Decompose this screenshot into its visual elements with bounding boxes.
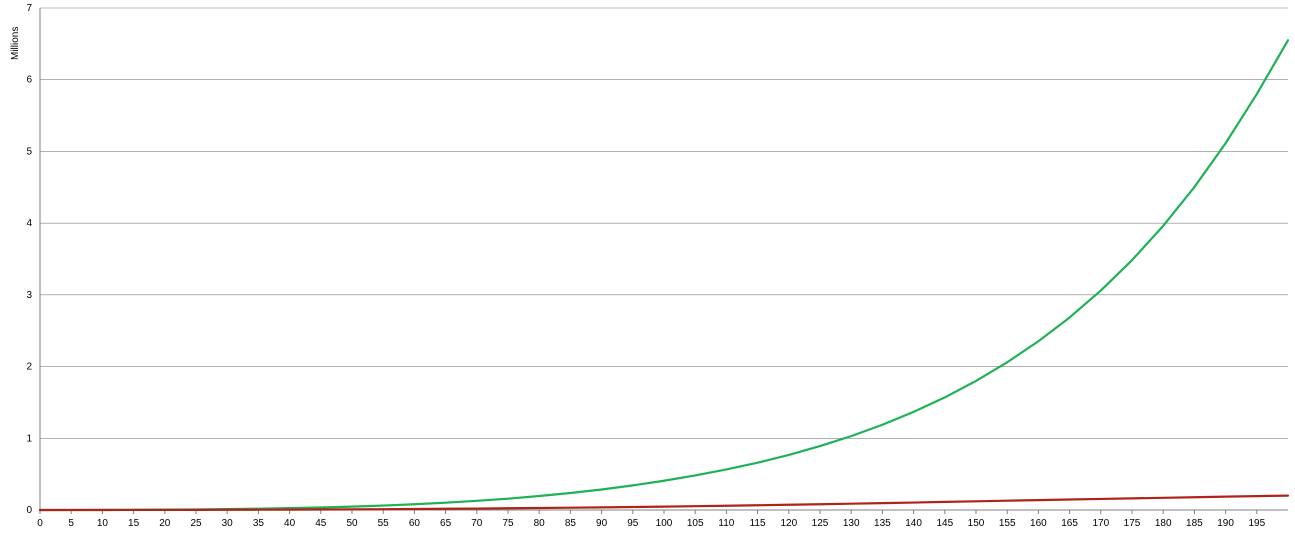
chart-bg [0, 0, 1295, 535]
x-tick-label: 195 [1248, 518, 1265, 529]
x-tick-label: 90 [596, 518, 608, 529]
x-tick-label: 45 [315, 518, 327, 529]
x-tick-label: 100 [656, 518, 673, 529]
x-tick-label: 95 [627, 518, 639, 529]
x-tick-label: 185 [1186, 518, 1203, 529]
x-tick-label: 65 [440, 518, 452, 529]
x-tick-label: 155 [999, 518, 1016, 529]
x-tick-label: 140 [905, 518, 922, 529]
x-tick-label: 120 [780, 518, 797, 529]
x-tick-label: 170 [1092, 518, 1109, 529]
x-tick-label: 80 [534, 518, 546, 529]
y-tick-label: 5 [26, 146, 32, 157]
x-tick-label: 150 [968, 518, 985, 529]
x-tick-label: 35 [253, 518, 265, 529]
x-tick-label: 60 [409, 518, 421, 529]
x-tick-label: 15 [128, 518, 140, 529]
line-chart: 0123456705101520253035404550556065707580… [0, 0, 1295, 535]
x-tick-label: 50 [346, 518, 358, 529]
x-tick-label: 5 [68, 518, 74, 529]
x-tick-label: 115 [750, 518, 766, 529]
y-tick-label: 3 [26, 290, 32, 301]
chart-container: Millions 0123456705101520253035404550556… [0, 0, 1295, 535]
y-tick-label: 1 [26, 433, 32, 444]
x-tick-label: 180 [1155, 518, 1172, 529]
x-tick-label: 165 [1061, 518, 1078, 529]
x-tick-label: 135 [874, 518, 891, 529]
x-tick-label: 70 [471, 518, 483, 529]
x-tick-label: 40 [284, 518, 296, 529]
x-tick-label: 30 [222, 518, 234, 529]
y-tick-label: 7 [26, 3, 32, 14]
x-tick-label: 55 [378, 518, 390, 529]
x-tick-label: 145 [936, 518, 953, 529]
x-tick-label: 0 [37, 518, 43, 529]
x-tick-label: 190 [1217, 518, 1234, 529]
x-tick-label: 110 [718, 518, 734, 529]
y-axis-title: Millions [10, 27, 21, 60]
x-tick-label: 85 [565, 518, 577, 529]
y-tick-label: 6 [26, 75, 32, 86]
x-tick-label: 130 [843, 518, 860, 529]
x-tick-label: 105 [687, 518, 704, 529]
y-tick-label: 0 [26, 505, 32, 516]
x-tick-label: 10 [97, 518, 109, 529]
x-tick-label: 20 [159, 518, 171, 529]
x-tick-label: 175 [1124, 518, 1141, 529]
x-tick-label: 25 [190, 518, 202, 529]
y-tick-label: 4 [26, 218, 32, 229]
x-tick-label: 160 [1030, 518, 1047, 529]
y-tick-label: 2 [26, 362, 32, 373]
x-tick-label: 75 [502, 518, 514, 529]
x-tick-label: 125 [812, 518, 829, 529]
